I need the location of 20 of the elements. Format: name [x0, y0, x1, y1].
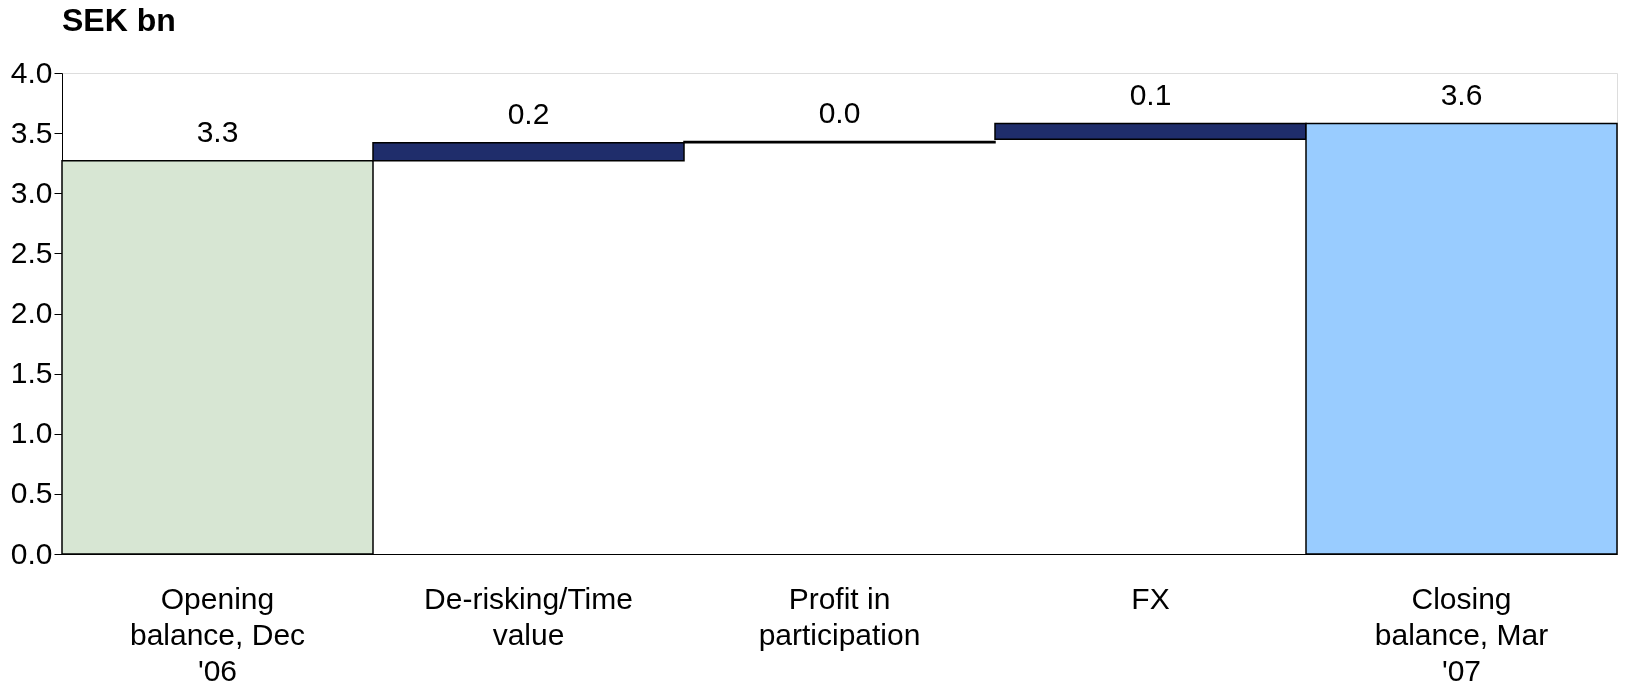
y-tick-label: 1.0: [10, 416, 53, 450]
data-label: 3.3: [196, 114, 239, 148]
data-label: 0.1: [1129, 77, 1172, 111]
data-label: 3.6: [1440, 77, 1483, 111]
x-tick-label: Profit in participation: [758, 581, 921, 651]
x-tick-label: De-risking/Time value: [424, 581, 633, 651]
data-label: 0.0: [818, 95, 861, 129]
y-tick-label: 4.0: [10, 55, 53, 89]
x-tick-label: Closing balance, Mar '07: [1374, 581, 1549, 687]
y-tick-label: 0.0: [10, 536, 53, 570]
data-label: 0.2: [507, 96, 550, 130]
y-tick-label: 3.5: [10, 115, 53, 149]
x-tick-label: Opening balance, Dec '06: [129, 581, 306, 687]
x-tick-label: FX: [1131, 581, 1170, 615]
y-tick-label: 2.5: [10, 235, 53, 269]
y-tick-label: 3.0: [10, 175, 53, 209]
y-tick-label: 1.5: [10, 356, 53, 390]
y-tick-label: 0.5: [10, 476, 53, 510]
y-tick-label: 2.0: [10, 296, 53, 329]
chart-title: SEK bn: [62, 2, 176, 38]
